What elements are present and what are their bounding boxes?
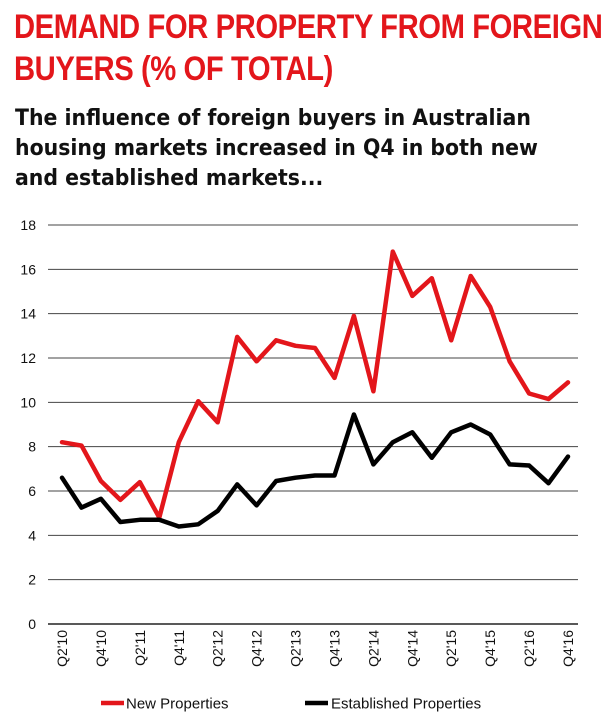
x-tick-label: Q2'14 — [365, 630, 381, 667]
chart-title-line: BUYERS (% OF TOTAL) — [14, 50, 333, 88]
x-tick-label: Q4'11 — [171, 630, 187, 666]
chart-title: DEMAND FOR PROPERTY FROM FOREIGN BUYERS … — [14, 6, 603, 90]
series-lines — [59, 249, 571, 529]
chart-title-line: DEMAND FOR PROPERTY FROM FOREIGN — [14, 8, 603, 46]
y-tick-label: 12 — [20, 350, 36, 366]
series-line-new-properties — [59, 249, 571, 520]
y-tick-label: 18 — [20, 217, 36, 233]
x-tick-label: Q2'11 — [132, 630, 148, 666]
y-tick-label: 14 — [20, 306, 36, 322]
x-tick-label: Q2'10 — [54, 630, 70, 667]
chart-subtitle: The influence of foreign buyers in Austr… — [15, 104, 554, 194]
y-tick-label: 16 — [20, 261, 36, 277]
x-tick-label: Q4'15 — [482, 630, 498, 667]
x-tick-label: Q4'14 — [404, 630, 420, 667]
legend-label: New Properties — [126, 696, 229, 713]
chart-subtitle-line: The influence of foreign buyers in Austr… — [15, 106, 531, 131]
x-tick-label: Q4'13 — [326, 630, 342, 667]
y-tick-label: 8 — [28, 439, 36, 455]
x-tick-label: Q2'12 — [210, 630, 226, 667]
x-tick-label: Q4'16 — [560, 630, 576, 667]
legend-label: Established Properties — [331, 696, 481, 713]
y-tick-label: 10 — [20, 394, 36, 410]
x-tick-label: Q4'12 — [249, 630, 265, 667]
series-line-established-properties — [59, 412, 571, 529]
y-tick-label: 6 — [28, 483, 36, 499]
y-axis-ticks: 0 2 4 6 8 10 12 14 16 18 — [20, 217, 36, 632]
y-tick-label: 4 — [28, 527, 36, 543]
chart-subtitle-line: housing markets increased in Q4 in both … — [15, 136, 538, 161]
y-tick-label: 0 — [28, 616, 36, 632]
gridlines — [48, 224, 578, 625]
y-tick-label: 2 — [28, 572, 36, 588]
chart-subtitle-line: and established markets... — [15, 166, 324, 191]
x-tick-label: Q2'15 — [443, 630, 459, 667]
x-axis-ticks: Q2'10 Q4'10 Q2'11 Q4'11 Q2'12 Q4'12 Q2'13 Q4'13… — [54, 630, 576, 667]
x-tick-label: Q2'13 — [288, 630, 304, 667]
x-tick-label: Q4'10 — [93, 630, 109, 667]
legend: New Properties Established Properties — [101, 696, 481, 713]
x-tick-label: Q2'16 — [521, 630, 537, 667]
